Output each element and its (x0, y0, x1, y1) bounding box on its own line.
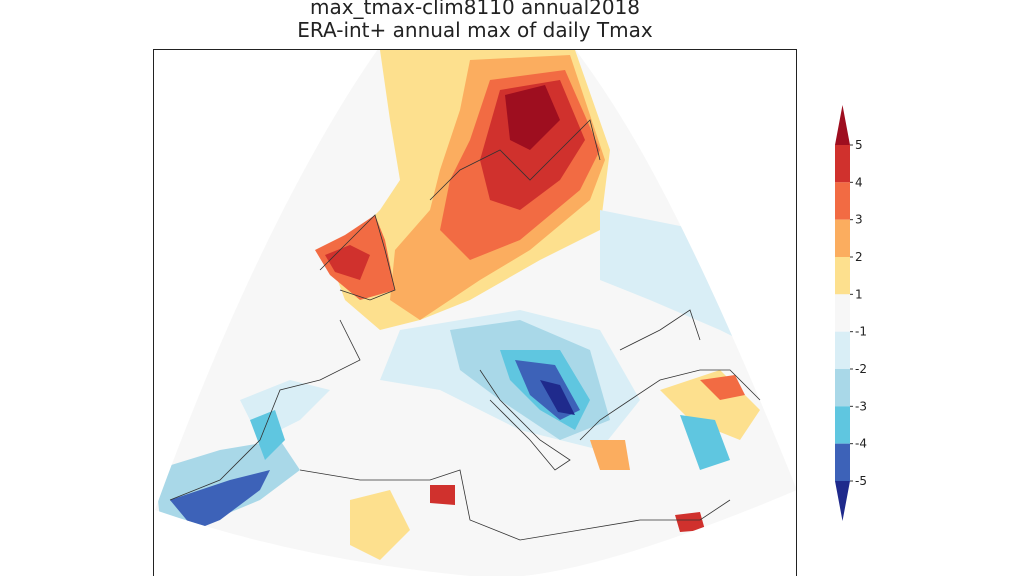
title: max_tmax-clim8110 annual2018 (310, 0, 640, 19)
colorbar-box (835, 406, 850, 444)
colorbar: 5 4 3 2 1 -1 -2 -3 -4 -5 (835, 105, 867, 521)
colorbar-tick-label: -1 (855, 325, 867, 339)
colorbar-extend-top (835, 105, 850, 145)
colorbar-box (835, 219, 850, 257)
colorbar-tick-label: -3 (855, 399, 867, 413)
colorbar-box (835, 443, 850, 481)
colorbar-extend-bottom (835, 481, 850, 521)
colorbar-tick-label: 1 (855, 287, 863, 301)
colorbar-tick-label: 5 (855, 138, 863, 152)
colorbar-box (835, 331, 850, 369)
colorbar-tick-label: -4 (855, 437, 867, 451)
colorbar-tick-label: 2 (855, 250, 863, 264)
colorbar-box (835, 294, 850, 332)
coastlines (169, 119, 761, 541)
colorbar-box (835, 369, 850, 407)
map-panel (153, 49, 797, 576)
colorbar-box (835, 182, 850, 220)
colorbar-box (835, 257, 850, 295)
colorbar-tick-label: -2 (855, 362, 867, 376)
colorbar-tick-label: 4 (855, 175, 863, 189)
subtitle: ERA-int+ annual max of daily Tmax (297, 18, 653, 42)
colorbar-tick-label: -5 (855, 474, 867, 488)
map-domain (155, 49, 797, 576)
map-frame (153, 49, 797, 576)
colorbar-tick-label: 3 (855, 213, 863, 227)
colorbar-box (835, 145, 850, 183)
